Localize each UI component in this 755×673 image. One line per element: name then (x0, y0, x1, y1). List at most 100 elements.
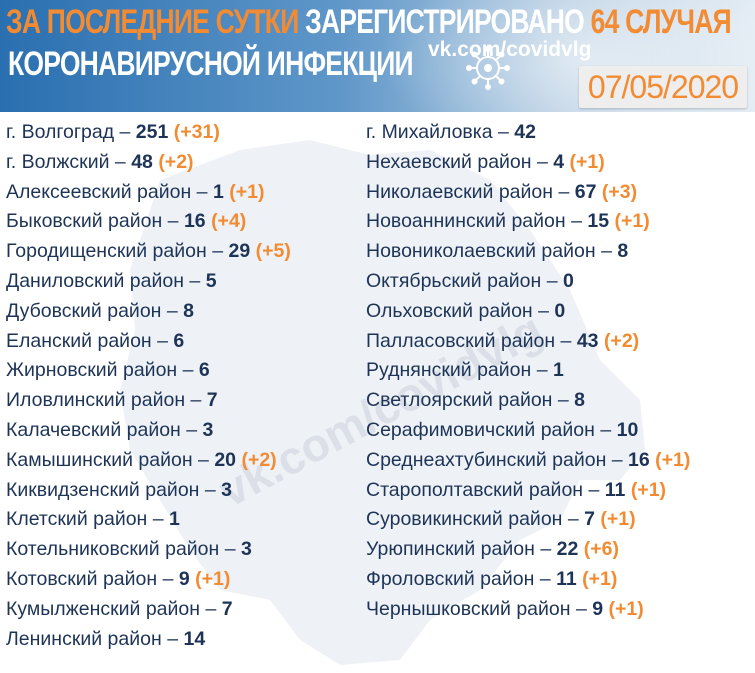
daily-increase: (+1) (600, 508, 636, 531)
district-name: Серафимовичский район (366, 418, 595, 441)
district-name: Николаевский район (366, 180, 554, 203)
vk-link[interactable]: vk.com/covidvlg (428, 38, 592, 61)
district-name: Новониколаевский район (366, 240, 596, 263)
case-count: 29 (228, 240, 251, 263)
case-count: 15 (587, 210, 610, 233)
separator: – (588, 478, 600, 501)
district-name: Фроловский район (366, 567, 535, 590)
daily-increase: (+2) (158, 150, 194, 173)
case-count: 0 (554, 299, 566, 322)
daily-increase: (+1) (608, 597, 644, 620)
separator: – (536, 359, 548, 382)
headline: ЗА ПОСЛЕДНИЕ СУТКИ ЗАРЕГИСТРИРОВАНО 64 С… (6, 2, 732, 42)
separator: – (546, 269, 558, 292)
case-count: 20 (214, 448, 237, 471)
case-count: 7 (584, 508, 595, 531)
district-name: Кумылженский район (6, 597, 201, 620)
daily-increase: (+1) (630, 478, 667, 501)
district-name: Городищенский район (6, 240, 207, 263)
separator: – (167, 627, 179, 650)
case-count: 16 (183, 210, 206, 233)
daily-increase: (+2) (603, 329, 640, 352)
separator: – (558, 180, 570, 203)
district-name: Чернышковский район (366, 597, 571, 620)
daily-increase: (+1) (614, 210, 650, 233)
district-name: Калачевский район (6, 418, 181, 441)
case-count: 251 (135, 121, 169, 143)
district-row: Нехаевский район – 4 (+1) (366, 148, 690, 178)
case-count: 6 (198, 359, 210, 382)
daily-increase: (+3) (601, 180, 638, 203)
daily-increase: (+1) (569, 150, 605, 173)
separator: – (196, 180, 208, 203)
district-row: г. Волгоград – 251 (+31) (6, 118, 291, 148)
district-row: Даниловский район – 5 (6, 267, 291, 297)
district-name: Иловлинский район (6, 389, 186, 412)
separator: – (538, 299, 549, 322)
separator: – (571, 210, 582, 233)
separator: – (212, 240, 224, 263)
district-name: Клетский район (6, 508, 148, 531)
separator: – (601, 240, 612, 263)
case-count: 16 (628, 448, 650, 471)
case-count: 3 (241, 538, 252, 561)
separator: – (560, 329, 572, 352)
separator: – (186, 418, 198, 441)
district-name: Октябрьский район (366, 269, 542, 292)
separator: – (157, 329, 168, 352)
district-name: Дубовский район (6, 299, 162, 322)
case-count: 67 (574, 180, 597, 203)
district-row: Октябрьский район – 0 (366, 267, 690, 297)
case-count: 1 (212, 180, 224, 203)
case-count: 1 (552, 359, 564, 382)
district-name: Быковский район (6, 210, 163, 233)
district-row: Котельниковский район – 3 (6, 535, 291, 565)
separator: – (162, 567, 174, 590)
district-name: г. Волгоград (6, 121, 115, 143)
case-count: 4 (553, 150, 565, 173)
separator: – (189, 269, 201, 292)
district-name: Котовский район (6, 567, 158, 590)
district-row: Серафимовичский район – 10 (366, 416, 690, 446)
date-badge: 07/05/2020 (579, 66, 747, 108)
date-text: 07/05/2020 (587, 69, 739, 105)
district-row: Старополтавский район – 11 (+1) (366, 476, 690, 506)
district-row: Николаевский район – 67 (+3) (366, 178, 690, 208)
case-count: 22 (556, 538, 579, 561)
case-count: 42 (514, 121, 536, 143)
district-name: Старополтавский район (366, 478, 584, 501)
case-count: 3 (221, 478, 232, 501)
separator: – (611, 448, 623, 471)
case-count: 8 (617, 240, 629, 263)
district-row: г. Михайловка – 42 (366, 118, 690, 148)
district-name: Камышинский район (6, 448, 193, 471)
case-count: 10 (616, 418, 639, 441)
headline-line2: КОРОНАВИРУСНОЙ ИНФЕКЦИИ (8, 45, 414, 83)
district-row: Калачевский район – 3 (6, 416, 291, 446)
separator: – (166, 299, 178, 322)
case-count: 9 (592, 597, 604, 620)
case-count: 11 (604, 478, 626, 501)
daily-increase: (+4) (211, 210, 247, 233)
district-row: Руднянский район – 1 (366, 356, 690, 386)
district-name: Нехаевский район (366, 150, 532, 173)
daily-increase: (+1) (195, 567, 231, 590)
case-count: 11 (556, 567, 577, 590)
separator: – (539, 567, 551, 590)
separator: – (600, 418, 612, 441)
case-count: 14 (183, 627, 206, 650)
case-count: 7 (221, 597, 233, 620)
separator: – (224, 538, 236, 561)
header-banner: ЗА ПОСЛЕДНИЕ СУТКИ ЗАРЕГИСТРИРОВАНО 64 С… (0, 0, 755, 112)
district-name: Киквидзенский район (6, 478, 200, 501)
district-row: Чернышковский район – 9 (+1) (366, 595, 690, 625)
separator: – (540, 538, 552, 561)
district-name: Алексеевский район (6, 180, 192, 203)
district-name: Ольховский район (366, 299, 533, 322)
left-column: г. Волгоград – 251 (+31) г. Волжский – 48… (6, 118, 291, 654)
separator: – (114, 150, 126, 173)
separator: – (204, 478, 216, 501)
headline-part2: ЗАРЕГИСТРИРОВАНО (305, 3, 585, 41)
district-name: Палласовский район (366, 329, 556, 352)
district-row: Алексеевский район – 1 (+1) (6, 178, 291, 208)
